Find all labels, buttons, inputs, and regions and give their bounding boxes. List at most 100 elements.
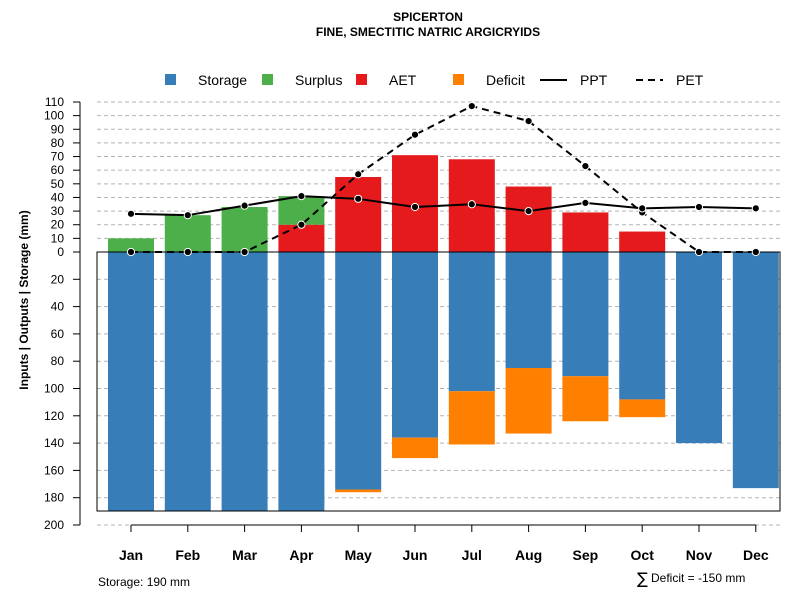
y-tick-label: 40 [51, 300, 65, 314]
x-tick-label-feb: Feb [175, 547, 200, 563]
ppt-point-may [354, 194, 363, 203]
y-tick-label: 60 [51, 163, 65, 177]
legend-label-aet: AET [389, 72, 417, 88]
ppt-line [130, 195, 756, 217]
y-tick-label: 60 [51, 327, 65, 341]
deficit-bar-may [335, 489, 382, 493]
pet-point-jun [410, 130, 420, 139]
storage-bar-oct [619, 252, 666, 400]
legend: Storage Surplus AET Deficit PPT PET [165, 72, 704, 88]
legend-swatch-aet [356, 74, 367, 85]
deficit-bar-aug [505, 368, 552, 434]
deficit-bar-jun [392, 437, 438, 459]
storage-bar-sep [562, 252, 609, 377]
pet-point-nov [694, 247, 704, 257]
y-tick-label: 110 [45, 95, 64, 109]
storage-bar-mar [221, 252, 268, 512]
x-tick-label-mar: Mar [232, 547, 257, 563]
x-tick-label-sep: Sep [573, 547, 599, 563]
pet-point-jul [467, 101, 476, 111]
y-tick-label: 0 [57, 245, 64, 259]
ppt-point-jul [467, 200, 476, 209]
storage-bar-jun [392, 252, 438, 438]
legend-label-storage: Storage [198, 72, 247, 88]
pet-point-feb [183, 247, 192, 257]
pet-point-mar [240, 247, 249, 257]
y-axis: 0102030405060708090100110204060801001201… [44, 95, 81, 532]
x-axis: Jan Feb Mar Apr May Jun Jul Aug Sep Oct Nov Dec [119, 524, 769, 563]
y-tick-label: 20 [51, 218, 65, 232]
ppt-point-dec [751, 204, 760, 213]
surplus-bar-feb [164, 215, 211, 252]
y-tick-label: 90 [51, 122, 65, 136]
x-tick-label-dec: Dec [743, 547, 769, 563]
pet-point-sep [581, 161, 590, 171]
x-tick-label-nov: Nov [686, 547, 713, 563]
y-tick-label: 180 [44, 491, 64, 505]
storage-bar-jul [448, 252, 495, 392]
legend-label-surplus: Surplus [295, 72, 342, 88]
x-tick-label-aug: Aug [515, 547, 542, 563]
y-tick-label: 10 [51, 231, 65, 245]
aet-bar-oct [619, 231, 666, 252]
x-tick-label-jun: Jun [403, 547, 428, 563]
pet-point-dec [751, 247, 760, 257]
aet-bar-may [335, 177, 382, 252]
x-tick-label-jul: Jul [462, 547, 482, 563]
ppt-point-aug [524, 206, 533, 216]
pet-point-aug [524, 116, 533, 126]
y-tick-label: 120 [44, 409, 64, 423]
aet-bar-sep [562, 212, 609, 252]
y-tick-label: 100 [44, 382, 64, 396]
y-axis-label: Inputs | Outputs | Storage (mm) [17, 210, 31, 389]
storage-bar-nov [676, 252, 722, 444]
ppt-point-jan [126, 209, 136, 218]
bar-group [108, 155, 779, 512]
pet-point-jan [126, 247, 136, 257]
x-tick-label-oct: Oct [631, 547, 655, 563]
deficit-bar-jul [448, 391, 495, 445]
y-tick-label: 50 [51, 177, 65, 191]
y-tick-label: 80 [51, 136, 65, 150]
legend-swatch-storage [165, 74, 176, 85]
y-tick-label: 140 [44, 436, 64, 450]
line-group [126, 101, 760, 257]
gridlines [97, 101, 780, 526]
ppt-point-feb [183, 211, 192, 220]
aet-bar-apr [278, 224, 325, 252]
surplus-bar-jan [108, 238, 154, 252]
sum-icon: ∑ [637, 569, 648, 588]
deficit-note: Deficit = -150 mm [651, 571, 745, 585]
aet-bar-aug [505, 186, 552, 252]
storage-bar-feb [164, 252, 211, 512]
x-tick-label-may: May [345, 547, 372, 563]
y-tick-label: 80 [51, 354, 65, 368]
y-tick-label: 20 [51, 272, 65, 286]
surplus-bar-mar [221, 207, 268, 252]
pet-line [131, 105, 756, 253]
ppt-point-sep [581, 198, 590, 208]
chart-subtitle: FINE, SMECTITIC NATRIC ARGICRYIDS [316, 25, 540, 39]
storage-note: Storage: 190 mm [98, 575, 190, 589]
ppt-point-apr [297, 191, 306, 201]
storage-bar-jan [108, 252, 154, 512]
storage-bar-dec [732, 252, 779, 489]
y-tick-label: 100 [44, 109, 64, 123]
pet-point-may [354, 170, 363, 179]
chart-title: SPICERTON [393, 10, 463, 24]
y-tick-label: 160 [44, 463, 64, 477]
storage-bar-aug [505, 252, 552, 369]
y-tick-label: 30 [51, 204, 65, 218]
legend-swatch-deficit [453, 74, 464, 85]
y-tick-label: 40 [51, 190, 65, 204]
ppt-point-nov [694, 202, 704, 212]
y-tick-label: 200 [44, 518, 64, 532]
ppt-point-oct [638, 204, 647, 213]
y-tick-label: 70 [51, 150, 65, 164]
pet-point-apr [297, 220, 306, 229]
x-tick-label-apr: Apr [289, 547, 314, 563]
ppt-point-jun [410, 202, 420, 212]
legend-swatch-surplus [262, 74, 273, 85]
storage-bar-apr [278, 252, 325, 512]
